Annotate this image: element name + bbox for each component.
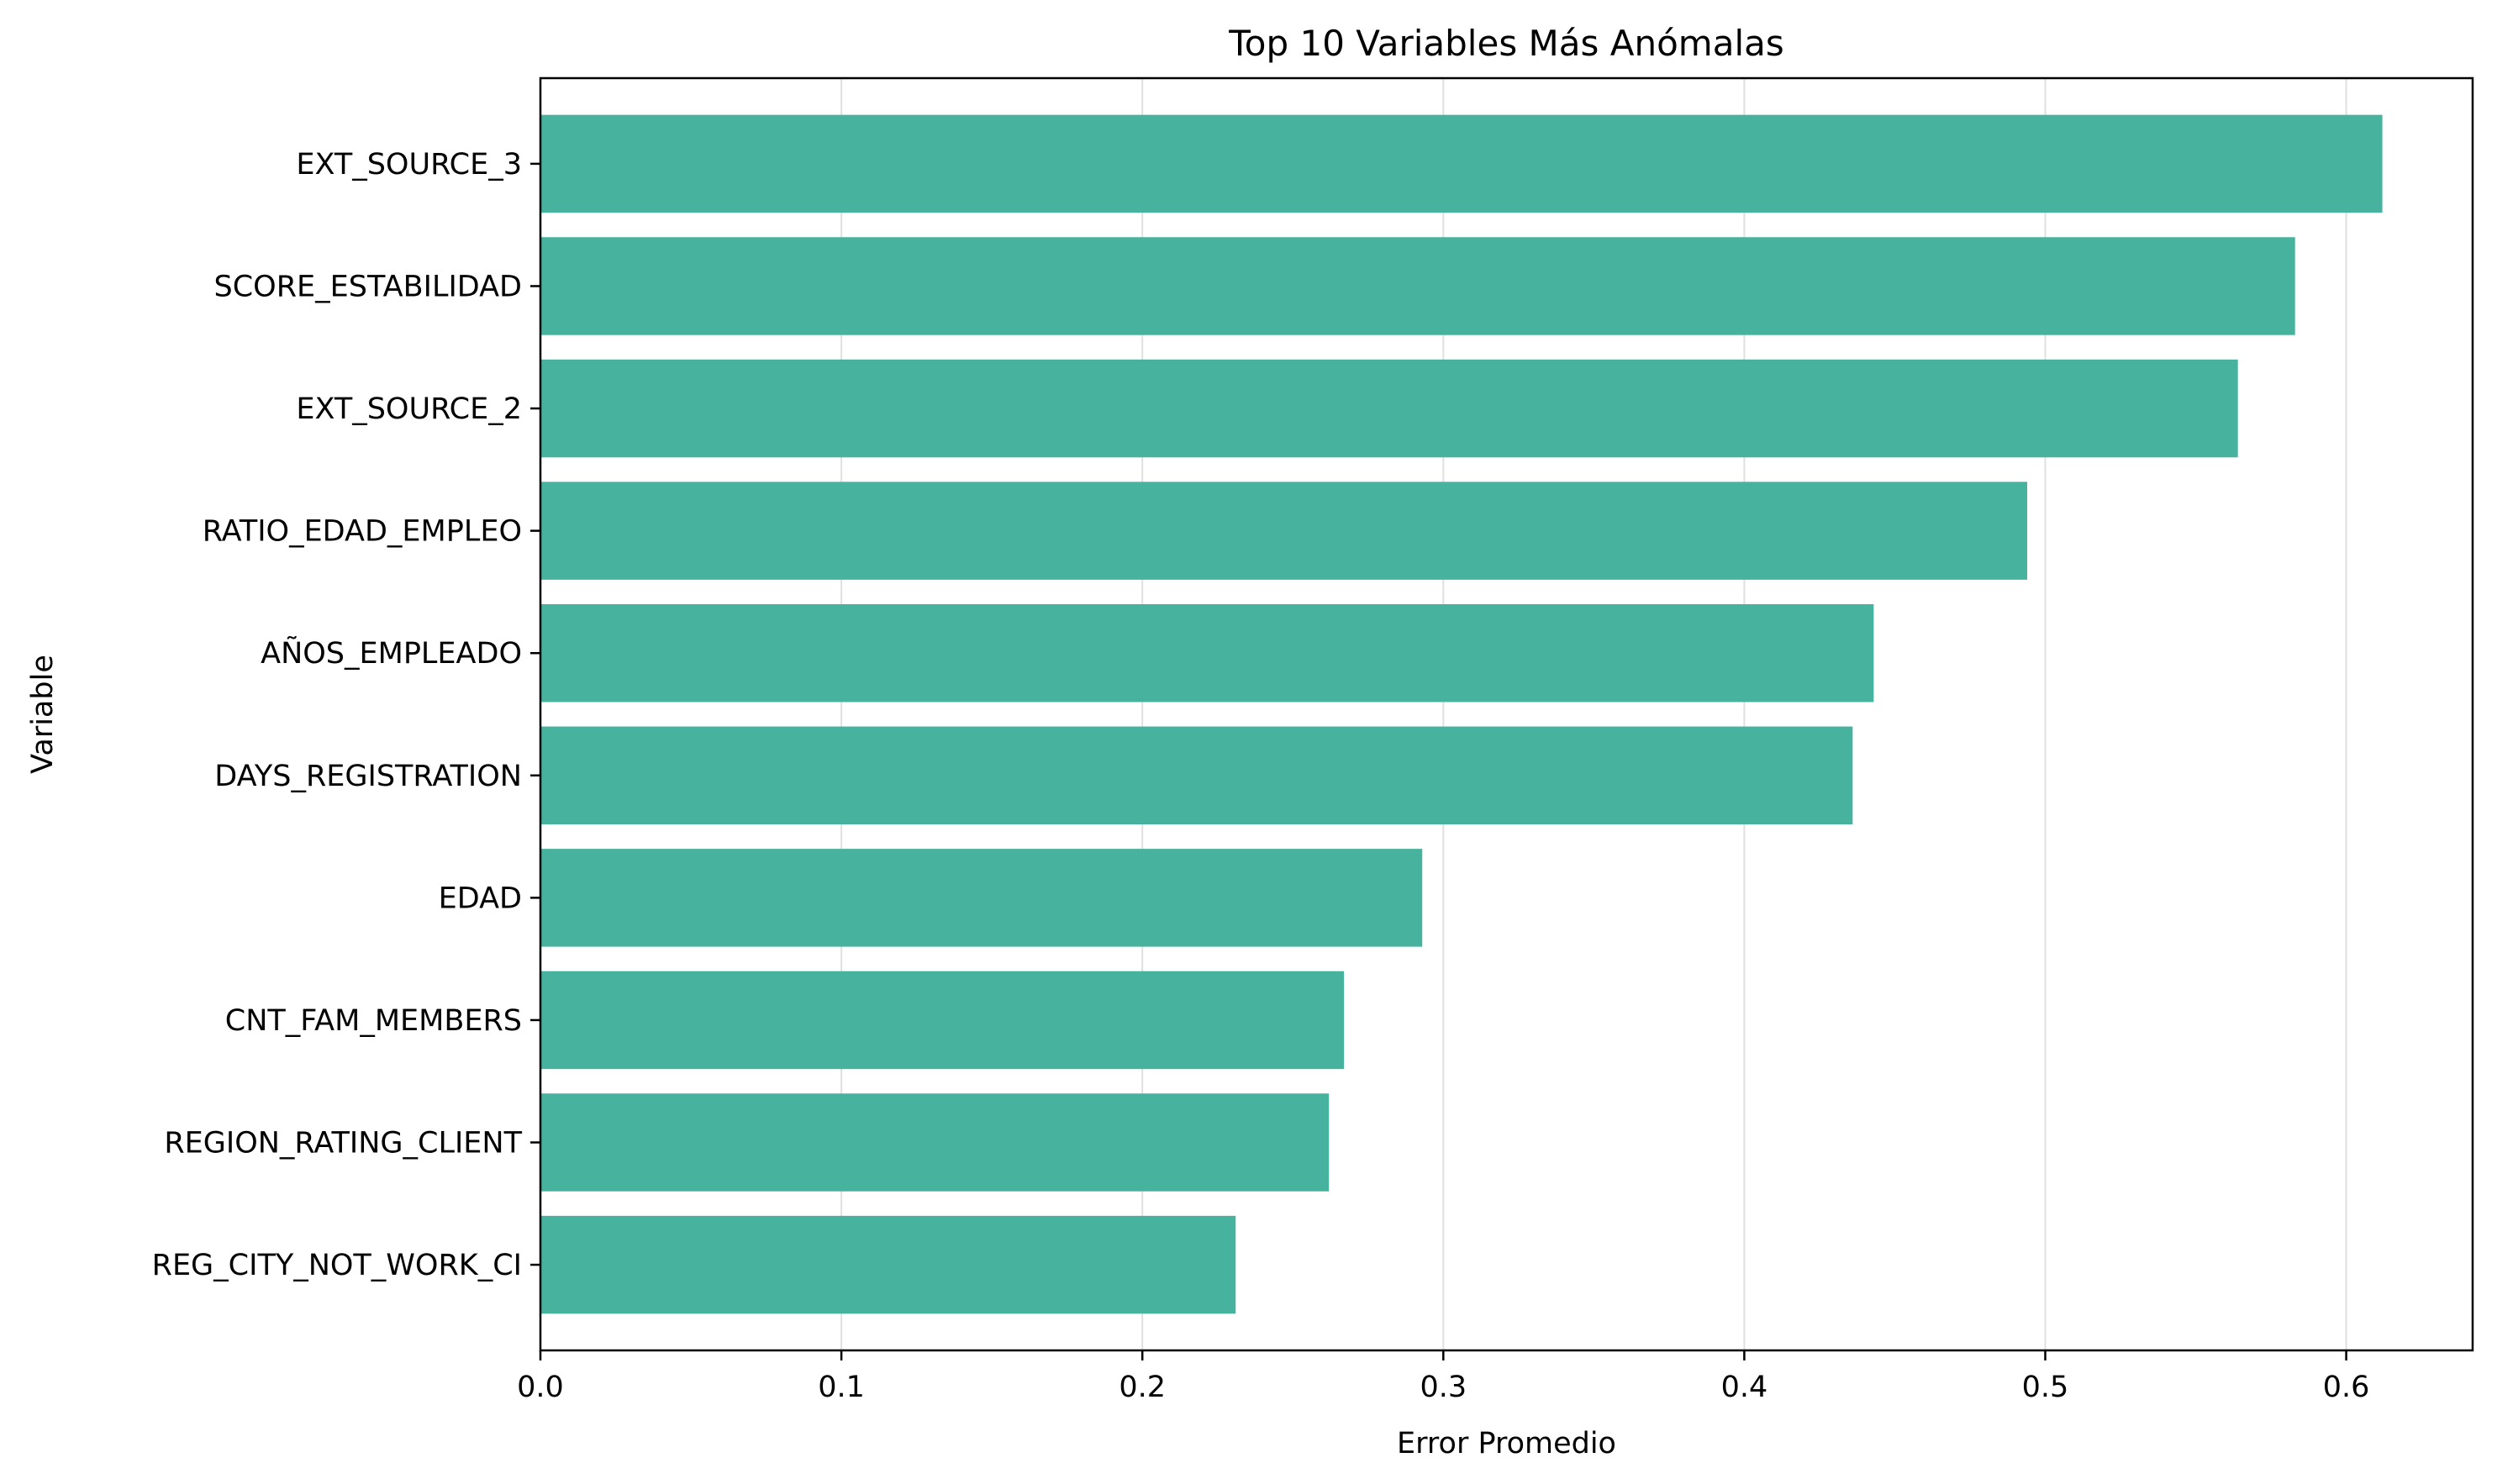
- x-tick-label: 0.3: [1420, 1371, 1467, 1404]
- tick-layer: 0.0 0.1 0.2 0.3 0.4 0.5 0.6 EXT_SOURCE_3 SCORE_E…: [152, 148, 2370, 1404]
- y-tick-label: RATIO_EDAD_EMPLEO: [203, 515, 522, 549]
- bar: [540, 359, 2238, 458]
- chart-title: Top 10 Variables Más Anómalas: [1228, 23, 1784, 64]
- bar: [540, 1093, 1330, 1192]
- x-tick-label: 0.4: [1721, 1371, 1768, 1404]
- bar: [540, 482, 2028, 580]
- x-axis-label: Error Promedio: [1397, 1427, 1616, 1460]
- bar: [540, 849, 1423, 947]
- y-axis-label: Variable: [26, 655, 60, 774]
- plot-frame: [539, 76, 2474, 1352]
- y-tick-label: CNT_FAM_MEMBERS: [225, 1004, 522, 1038]
- x-tick-label: 0.5: [2022, 1371, 2069, 1404]
- x-tick-label: 0.2: [1119, 1371, 1166, 1404]
- y-tick-label: AÑOS_EMPLEADO: [261, 635, 522, 671]
- bar: [540, 237, 2295, 335]
- bar: [540, 971, 1345, 1070]
- y-tick-label: REG_CITY_NOT_WORK_CI: [152, 1249, 522, 1282]
- bar: [540, 1215, 1236, 1314]
- y-tick-label: EXT_SOURCE_3: [296, 148, 522, 182]
- y-tick-label: EXT_SOURCE_2: [296, 392, 522, 426]
- x-tick-label: 0.0: [517, 1371, 564, 1404]
- x-tick-label: 0.1: [818, 1371, 865, 1404]
- y-tick-label: EDAD: [439, 881, 522, 915]
- y-tick-label: SCORE_ESTABILIDAD: [214, 270, 522, 303]
- bar: [540, 114, 2383, 213]
- bar: [540, 603, 1874, 703]
- y-tick-label: DAYS_REGISTRATION: [214, 760, 522, 793]
- y-tick-label: REGION_RATING_CLIENT: [164, 1127, 522, 1160]
- x-tick-label: 0.6: [2323, 1371, 2370, 1404]
- bar: [540, 726, 1853, 825]
- bar-layer: [540, 114, 2383, 1314]
